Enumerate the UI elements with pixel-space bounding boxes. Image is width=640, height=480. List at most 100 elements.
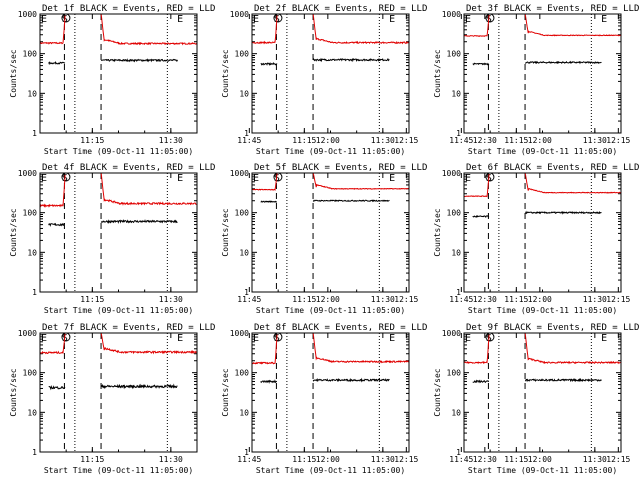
plot-frame xyxy=(463,172,622,293)
y-tick-label: 100 xyxy=(23,369,38,378)
event-marker-label: E xyxy=(253,173,259,184)
y-tick-label: 100 xyxy=(447,209,462,218)
y-tick-label: 1000 xyxy=(442,10,461,19)
event-marker-label: E xyxy=(253,14,259,25)
event-marker-label: E xyxy=(601,14,607,25)
x-axis-label: Start Time (09-Oct-11 11:05:00) xyxy=(44,466,193,475)
y-tick-label: 1 xyxy=(456,448,461,457)
event-marker-label: E xyxy=(389,173,395,184)
y-tick-label: 100 xyxy=(447,50,462,59)
x-axis-label: Start Time (09-Oct-11 11:05:00) xyxy=(44,306,193,315)
y-tick-label: 100 xyxy=(23,50,38,59)
x-axis-label: Start Time (09-Oct-11 11:05:00) xyxy=(256,466,405,475)
y-tick-label: 10 xyxy=(451,89,461,98)
series-red-line xyxy=(524,13,621,37)
y-tick-label: 100 xyxy=(235,209,250,218)
y-tick-label: 1 xyxy=(32,129,37,138)
series-black-line xyxy=(472,215,490,218)
series-red-line xyxy=(524,172,622,194)
event-marker-label: E xyxy=(601,173,607,184)
event-marker-label: E xyxy=(177,14,183,25)
y-axis-label: Counts/sec xyxy=(221,368,230,416)
y-tick-label: 1000 xyxy=(230,169,249,178)
series-black-line xyxy=(472,379,490,384)
y-axis-label: Counts/sec xyxy=(9,49,18,97)
x-tick-label: 12:15 xyxy=(394,136,418,145)
x-tick-label: 12:00 xyxy=(316,455,340,464)
chart-title: Det 7f BLACK = Events, RED = LLD xyxy=(42,323,215,333)
series-red-line xyxy=(463,334,490,365)
x-tick-label: 12:00 xyxy=(528,136,552,145)
series-black-line xyxy=(48,222,66,227)
series-red-line xyxy=(251,173,278,191)
y-tick-label: 1000 xyxy=(18,329,37,338)
chart-panel-5: Det 5f BLACK = Events, RED = LLD Counts/s… xyxy=(221,163,631,315)
x-tick-label: 11:15 xyxy=(292,136,316,145)
y-tick-label: 100 xyxy=(235,50,250,59)
x-tick-label: 11:15 xyxy=(504,295,528,304)
x-tick-label: 11:15 xyxy=(292,295,316,304)
plot-frame xyxy=(463,332,622,453)
y-tick-label: 1 xyxy=(456,288,461,297)
series-black-line xyxy=(100,58,178,63)
x-axis-label: Start Time (09-Oct-11 11:05:00) xyxy=(468,306,617,315)
x-tick-label: 11:15 xyxy=(292,455,316,464)
chart-panel-2: Det 2f BLACK = Events, RED = LLD Counts/s… xyxy=(221,4,631,156)
x-tick-label: 11:30 xyxy=(583,295,607,304)
series-red-line xyxy=(312,332,410,364)
y-tick-label: 10 xyxy=(27,408,37,417)
series-red-line xyxy=(463,174,490,198)
x-tick-label: 12:30 xyxy=(473,455,497,464)
x-tick-label: 11:15 xyxy=(80,295,104,304)
series-black-line xyxy=(472,62,490,66)
x-tick-label: 11:30 xyxy=(159,455,183,464)
y-tick-label: 1 xyxy=(456,129,461,138)
event-marker-label: E xyxy=(41,333,47,344)
series-black-line xyxy=(260,200,278,204)
series-red-line xyxy=(524,332,621,365)
series-black-line xyxy=(100,219,178,224)
y-axis-label: Counts/sec xyxy=(221,49,230,97)
y-tick-label: 1 xyxy=(32,448,37,457)
x-tick-label: 11:45 xyxy=(237,455,261,464)
chart-title: Det 8f BLACK = Events, RED = LLD xyxy=(254,323,427,333)
x-axis-label: Start Time (09-Oct-11 11:05:00) xyxy=(256,147,405,156)
chart-panel-7: Det 7f BLACK = Events, RED = LLD Counts/s… xyxy=(9,323,497,475)
series-black-line xyxy=(260,379,277,384)
x-tick-label: 12:00 xyxy=(528,455,552,464)
y-tick-label: 1000 xyxy=(230,329,249,338)
y-tick-label: 1000 xyxy=(230,10,249,19)
x-tick-label: 12:15 xyxy=(394,455,418,464)
y-tick-label: 1 xyxy=(32,288,37,297)
x-tick-label: 11:45 xyxy=(449,455,473,464)
series-red-line xyxy=(100,172,197,206)
event-marker-label: E xyxy=(177,333,183,344)
series-black-line xyxy=(48,385,66,391)
event-marker-label: E xyxy=(389,14,395,25)
x-tick-label: 11:45 xyxy=(449,295,473,304)
series-red-line xyxy=(312,172,409,190)
y-tick-label: 1000 xyxy=(18,10,37,19)
series-red-line xyxy=(100,332,198,355)
y-axis-label: Counts/sec xyxy=(433,49,442,97)
x-tick-label: 11:30 xyxy=(159,295,183,304)
y-tick-label: 10 xyxy=(239,248,249,257)
y-tick-label: 100 xyxy=(23,209,38,218)
y-tick-label: 10 xyxy=(451,248,461,257)
event-marker-label: E xyxy=(389,333,395,344)
series-red-line xyxy=(39,333,66,355)
chart-title: Det 6f BLACK = Events, RED = LLD xyxy=(466,163,639,173)
event-marker-label: E xyxy=(465,333,471,344)
y-tick-label: 1 xyxy=(244,448,249,457)
x-axis-label: Start Time (09-Oct-11 11:05:00) xyxy=(44,147,193,156)
x-tick-label: 11:15 xyxy=(80,455,104,464)
x-tick-label: 12:00 xyxy=(528,295,552,304)
event-marker-label: E xyxy=(601,333,607,344)
plot-frame xyxy=(463,13,622,134)
y-tick-label: 1 xyxy=(244,129,249,138)
y-tick-label: 10 xyxy=(27,89,37,98)
chart-panel-9: Det 9f BLACK = Events, RED = LLD Counts/s… xyxy=(433,323,639,475)
series-red-line xyxy=(463,14,490,37)
x-tick-label: 11:45 xyxy=(237,136,261,145)
